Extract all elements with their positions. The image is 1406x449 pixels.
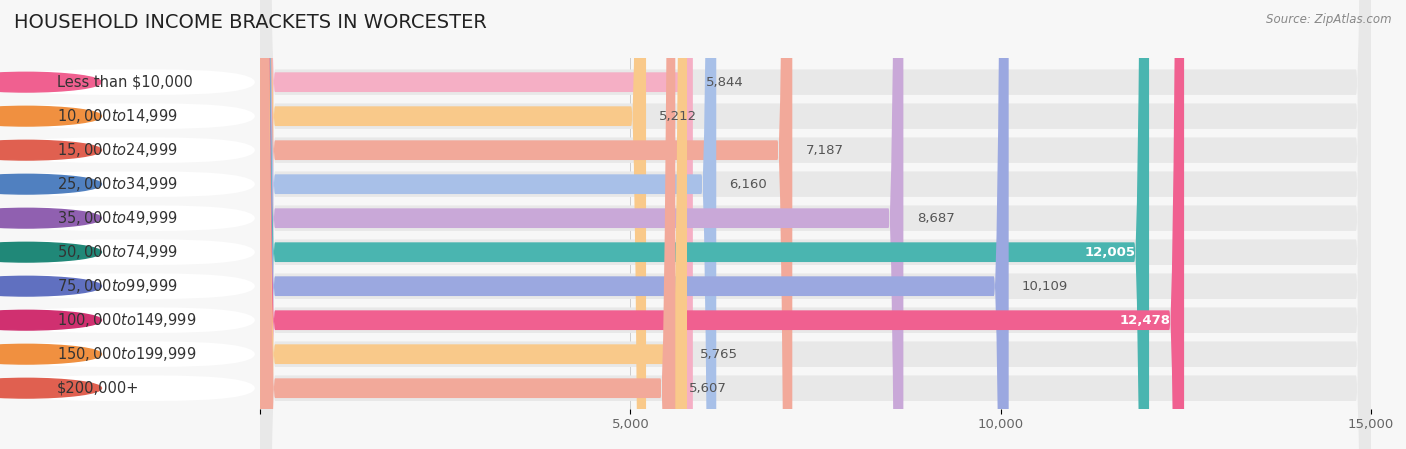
Text: $10,000 to $14,999: $10,000 to $14,999 bbox=[58, 107, 179, 125]
FancyBboxPatch shape bbox=[260, 0, 904, 449]
Text: 7,187: 7,187 bbox=[806, 144, 844, 157]
Text: $35,000 to $49,999: $35,000 to $49,999 bbox=[58, 209, 179, 227]
Circle shape bbox=[0, 106, 101, 126]
FancyBboxPatch shape bbox=[260, 0, 716, 449]
Text: $50,000 to $74,999: $50,000 to $74,999 bbox=[58, 243, 179, 261]
Text: Source: ZipAtlas.com: Source: ZipAtlas.com bbox=[1267, 13, 1392, 26]
Text: 5,607: 5,607 bbox=[689, 382, 727, 395]
FancyBboxPatch shape bbox=[260, 0, 1371, 449]
Text: 12,478: 12,478 bbox=[1119, 314, 1171, 327]
Text: HOUSEHOLD INCOME BRACKETS IN WORCESTER: HOUSEHOLD INCOME BRACKETS IN WORCESTER bbox=[14, 13, 486, 32]
FancyBboxPatch shape bbox=[6, 273, 254, 299]
FancyBboxPatch shape bbox=[260, 0, 1149, 449]
FancyBboxPatch shape bbox=[260, 0, 645, 449]
FancyBboxPatch shape bbox=[260, 0, 675, 449]
FancyBboxPatch shape bbox=[260, 0, 1371, 449]
Text: 5,765: 5,765 bbox=[700, 348, 738, 361]
FancyBboxPatch shape bbox=[260, 0, 1371, 449]
Circle shape bbox=[0, 310, 101, 330]
FancyBboxPatch shape bbox=[260, 0, 1371, 449]
Text: $15,000 to $24,999: $15,000 to $24,999 bbox=[58, 141, 179, 159]
FancyBboxPatch shape bbox=[260, 0, 1008, 449]
FancyBboxPatch shape bbox=[6, 137, 254, 163]
Text: 12,005: 12,005 bbox=[1085, 246, 1136, 259]
Circle shape bbox=[0, 379, 101, 398]
FancyBboxPatch shape bbox=[260, 0, 793, 449]
Text: 5,212: 5,212 bbox=[659, 110, 697, 123]
Circle shape bbox=[0, 174, 101, 194]
FancyBboxPatch shape bbox=[6, 206, 254, 231]
FancyBboxPatch shape bbox=[260, 0, 1371, 449]
FancyBboxPatch shape bbox=[6, 103, 254, 129]
FancyBboxPatch shape bbox=[260, 0, 1371, 449]
FancyBboxPatch shape bbox=[6, 70, 254, 95]
FancyBboxPatch shape bbox=[260, 0, 1371, 449]
Text: $75,000 to $99,999: $75,000 to $99,999 bbox=[58, 277, 179, 295]
Circle shape bbox=[0, 208, 101, 228]
FancyBboxPatch shape bbox=[260, 0, 1184, 449]
Circle shape bbox=[0, 141, 101, 160]
FancyBboxPatch shape bbox=[260, 0, 1371, 449]
Text: 8,687: 8,687 bbox=[917, 211, 955, 224]
Circle shape bbox=[0, 344, 101, 364]
Text: $100,000 to $149,999: $100,000 to $149,999 bbox=[58, 311, 197, 329]
FancyBboxPatch shape bbox=[260, 0, 1371, 449]
Circle shape bbox=[0, 72, 101, 92]
Text: 10,109: 10,109 bbox=[1022, 280, 1069, 293]
Circle shape bbox=[0, 276, 101, 296]
FancyBboxPatch shape bbox=[6, 308, 254, 333]
FancyBboxPatch shape bbox=[6, 375, 254, 401]
FancyBboxPatch shape bbox=[260, 0, 693, 449]
Text: 6,160: 6,160 bbox=[730, 178, 768, 191]
Text: 5,844: 5,844 bbox=[706, 76, 744, 88]
Text: $200,000+: $200,000+ bbox=[58, 381, 139, 396]
FancyBboxPatch shape bbox=[260, 0, 1371, 449]
FancyBboxPatch shape bbox=[6, 239, 254, 265]
FancyBboxPatch shape bbox=[6, 172, 254, 197]
Circle shape bbox=[0, 242, 101, 262]
Text: $150,000 to $199,999: $150,000 to $199,999 bbox=[58, 345, 197, 363]
Text: Less than $10,000: Less than $10,000 bbox=[58, 75, 193, 90]
Text: $25,000 to $34,999: $25,000 to $34,999 bbox=[58, 175, 179, 193]
FancyBboxPatch shape bbox=[6, 341, 254, 367]
FancyBboxPatch shape bbox=[260, 0, 688, 449]
